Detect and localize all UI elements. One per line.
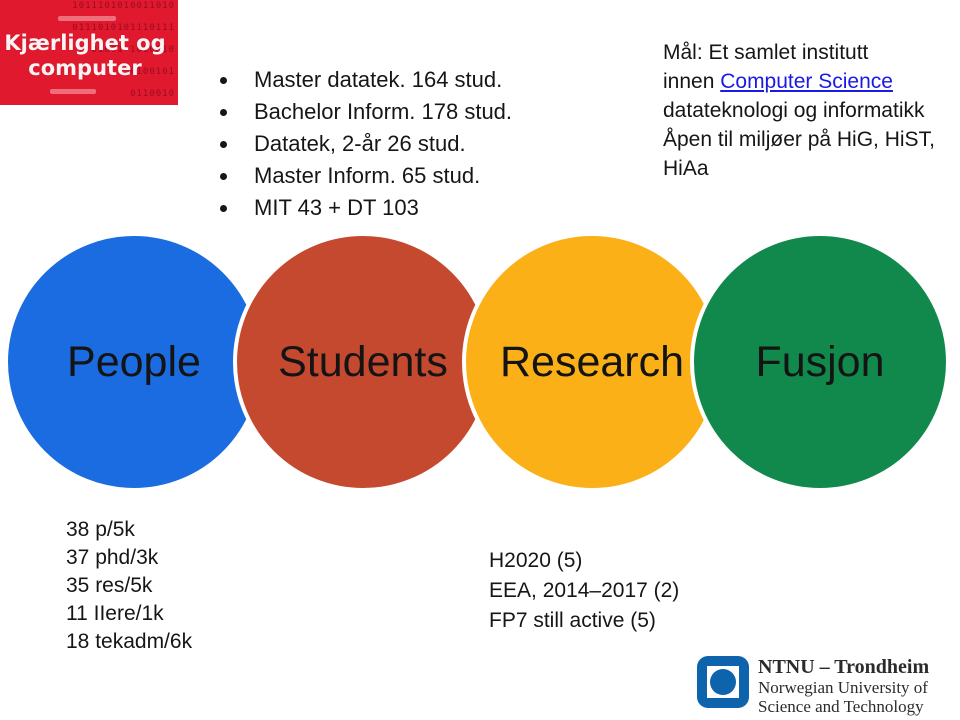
stat-line: 35 res/5k (66, 574, 153, 597)
circle-label: Research (499, 337, 685, 386)
stat-line: FP7 still active (5) (489, 609, 656, 632)
stat-line: 11 IIere/1k (66, 602, 164, 625)
ntnu-logo-circle (710, 669, 736, 695)
ntnu-logo-square (707, 666, 739, 698)
ntnu-title: NTNU – Trondheim (758, 656, 930, 678)
ntnu-text: NTNU – Trondheim Norwegian University of… (758, 656, 929, 716)
stat-line: EEA, 2014–2017 (2) (489, 579, 680, 602)
stat-line: 38 p/5k (66, 518, 135, 541)
circle-label: Fusjon (755, 337, 885, 386)
stat-line: 37 phd/3k (66, 546, 159, 569)
list-item: Master datatek. 164 stud. (240, 64, 512, 96)
list-item: Datatek, 2-år 26 stud. (240, 128, 512, 160)
book-title: Kjærlighet og computer (0, 31, 170, 81)
goal-line: Åpen til miljøer på HiG, HiST, (663, 128, 935, 151)
book-cover-image: 1011101010011010 0111010101110111 01001 … (0, 0, 178, 105)
goal-line: innen Computer Science (663, 67, 958, 96)
goal-line: Mål: Et samlet institutt (663, 41, 869, 64)
staff-stats-block: 38 p/5k 37 phd/3k 35 res/5k 11 IIere/1k … (66, 516, 192, 656)
binary-digits-pattern: 1011101010011010 0111010101110111 01001 … (72, 1, 175, 99)
book-title-line1: Kjærlighet og (4, 31, 166, 55)
study-programs-list: Master datatek. 164 stud. Bachelor Infor… (226, 64, 512, 224)
stat-line: 18 tekadm/6k (66, 630, 193, 653)
circle-fusjon: Fusjon (690, 232, 950, 492)
ntnu-subtitle-line2: Science and Technology (758, 697, 924, 716)
computer-science-link[interactable]: Computer Science (720, 70, 893, 93)
cover-small-text (50, 89, 96, 94)
cover-small-text (58, 16, 116, 21)
circle-research: Research (462, 232, 722, 492)
goal-text-block: Mål: Et samlet institutt innen Computer … (663, 38, 958, 183)
ntnu-logo-block: NTNU – Trondheim Norwegian University of… (697, 656, 929, 716)
goal-line-prefix: innen (663, 70, 721, 93)
list-item: MIT 43 + DT 103 (240, 192, 512, 224)
circle-people: People (4, 232, 264, 492)
ntnu-logo-icon (697, 656, 749, 708)
circle-label: People (67, 337, 201, 386)
research-stats-block: H2020 (5) EEA, 2014–2017 (2) FP7 still a… (489, 546, 679, 636)
circle-students: Students (233, 232, 493, 492)
book-title-line2: computer (28, 56, 142, 80)
goal-line: HiAa (663, 157, 709, 180)
ntnu-subtitle-line1: Norwegian University of (758, 678, 928, 697)
goal-line: datateknologi og informatikk (663, 99, 925, 122)
list-item: Master Inform. 65 stud. (240, 160, 512, 192)
circle-label: Students (278, 337, 448, 386)
stat-line: H2020 (5) (489, 549, 583, 572)
list-item: Bachelor Inform. 178 stud. (240, 96, 512, 128)
